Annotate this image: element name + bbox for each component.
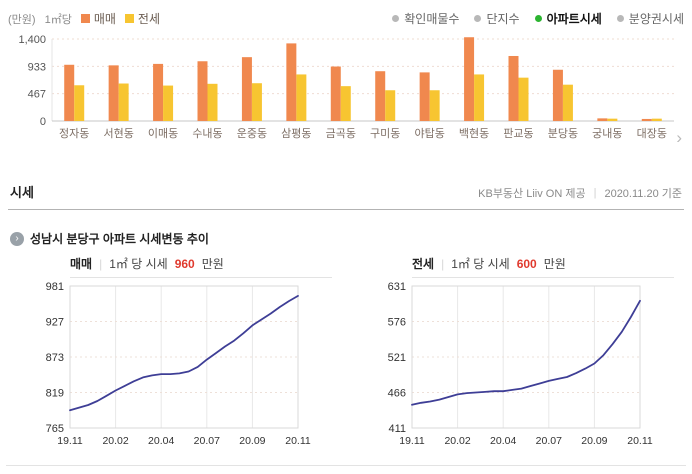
jeonse-line-chart-svg: 19.11 20.02 20.04 20.07 20.09 20.11 631 576 521 4… xyxy=(388,281,653,447)
divider: | xyxy=(593,187,597,199)
maemae-line-chart-svg: 19.11 20.02 20.04 20.07 20.09 20.11 981 927 873 8… xyxy=(46,281,311,447)
svg-text:467: 467 xyxy=(28,89,46,101)
overlay-filter-label: 확인매물수 xyxy=(404,12,460,26)
bar-chart-legend-row: (만원) 1㎡당 매매 전세 확인매물수 단지수 아파트시세 분양권시세 xyxy=(6,6,686,27)
sise-base-date: 2020.11.20 기준 xyxy=(604,188,682,200)
svg-text:631: 631 xyxy=(388,281,406,293)
maemae-card-header: 매매 | 1㎡ 당 시세 960 만원 xyxy=(70,255,332,278)
overlay-filter-label: 아파트시세 xyxy=(546,12,602,26)
svg-text:521: 521 xyxy=(388,352,406,364)
svg-text:구미동: 구미동 xyxy=(370,127,400,140)
svg-text:정자동: 정자동 xyxy=(59,127,89,140)
legend-maemae-label: 매매 xyxy=(93,12,116,26)
svg-text:대장동: 대장동 xyxy=(637,127,667,140)
trend-title-row: › 성남시 분당구 아파트 시세변동 추이 xyxy=(10,230,684,247)
maemae-trend-card: 매매 | 1㎡ 당 시세 960 만원 19.11 20.02 20.04 20.07… xyxy=(30,255,332,455)
maemae-price-label: 1㎡ 당 시세 xyxy=(109,257,168,271)
neighborhood-bar-chart: 1,400 933 467 0 정자동 서현동 이매동 수내동 운중동 삼평동 금곡동 구미동 야탑동 백… xyxy=(6,27,686,146)
svg-text:20.02: 20.02 xyxy=(102,435,128,447)
maemae-price-value: 960 xyxy=(174,256,195,271)
sise-title: 시세 xyxy=(10,185,34,200)
svg-text:20.04: 20.04 xyxy=(148,435,174,447)
filter-dot-icon xyxy=(534,15,542,22)
svg-text:981: 981 xyxy=(46,281,64,293)
overlay-filter-item[interactable]: 아파트시세 xyxy=(534,10,602,27)
maemae-card-name: 매매 xyxy=(70,257,93,271)
sise-section-header: 시세 KB부동산 Liiv ON 제공 | 2020.11.20 기준 xyxy=(8,182,684,210)
svg-text:야탑동: 야탑동 xyxy=(414,127,444,140)
jeonse-price-value: 600 xyxy=(516,256,537,271)
jeonse-trend-card: 전세 | 1㎡ 당 시세 600 만원 19.11 20.02 20.04 20.07… xyxy=(372,255,674,455)
svg-text:19.11: 19.11 xyxy=(57,435,83,447)
maemae-swatch-icon xyxy=(80,14,90,23)
svg-text:이매동: 이매동 xyxy=(148,127,178,140)
overlay-filter-item[interactable]: 확인매물수 xyxy=(392,10,459,27)
svg-text:판교동: 판교동 xyxy=(503,127,533,140)
overlay-filter-label: 단지수 xyxy=(486,12,520,26)
svg-text:분당동: 분당동 xyxy=(548,127,578,140)
overlay-filter-legend: 확인매물수 단지수 아파트시세 분양권시세 xyxy=(392,10,684,27)
overlay-filter-label: 분양권시세 xyxy=(628,12,684,26)
svg-text:수내동: 수내동 xyxy=(192,127,222,140)
svg-text:삼평동: 삼평동 xyxy=(281,127,311,140)
svg-text:20.09: 20.09 xyxy=(581,435,607,447)
bar-unit-label: (만원) xyxy=(8,13,36,26)
svg-text:411: 411 xyxy=(388,423,406,435)
svg-text:819: 819 xyxy=(46,388,64,400)
svg-text:운중동: 운중동 xyxy=(237,127,267,140)
overlay-filter-item[interactable]: 단지수 xyxy=(474,10,520,27)
svg-text:20.04: 20.04 xyxy=(490,435,516,447)
sise-source-info: KB부동산 Liiv ON 제공 | 2020.11.20 기준 xyxy=(478,185,682,201)
svg-text:19.11: 19.11 xyxy=(399,435,425,447)
bar-chart-svg: 1,400 933 467 0 정자동 서현동 이매동 수내동 운중동 삼평동 금곡동 구미동 야탑동 백… xyxy=(18,34,674,140)
svg-text:20.07: 20.07 xyxy=(194,435,220,447)
svg-text:20.02: 20.02 xyxy=(444,435,470,447)
jeonse-card-header: 전세 | 1㎡ 당 시세 600 만원 xyxy=(412,255,674,278)
svg-text:765: 765 xyxy=(46,423,64,435)
bar-chart-legend: (만원) 1㎡당 매매 전세 xyxy=(8,10,160,27)
circle-arrow-icon: › xyxy=(10,231,24,246)
svg-text:백현동: 백현동 xyxy=(459,127,489,140)
legend-item-maemae: 매매 xyxy=(80,10,116,27)
svg-text:서현동: 서현동 xyxy=(103,127,133,140)
maemae-price-unit: 만원 xyxy=(201,257,224,271)
svg-text:20.11: 20.11 xyxy=(627,435,653,447)
svg-text:927: 927 xyxy=(46,317,64,329)
jeonse-card-name: 전세 xyxy=(412,257,435,271)
divider: | xyxy=(441,256,445,271)
bar-per-unit-label: 1㎡당 xyxy=(44,13,72,26)
svg-text:576: 576 xyxy=(388,317,406,329)
svg-text:금곡동: 금곡동 xyxy=(326,128,356,140)
svg-text:20.07: 20.07 xyxy=(536,435,562,447)
filter-dot-icon xyxy=(474,15,482,22)
svg-text:873: 873 xyxy=(46,352,64,364)
svg-text:1,400: 1,400 xyxy=(18,34,46,46)
jeonse-swatch-icon xyxy=(124,14,134,23)
chevron-right-icon[interactable]: › xyxy=(676,128,682,147)
svg-text:466: 466 xyxy=(388,388,406,400)
divider: | xyxy=(99,256,103,271)
trend-title: 성남시 분당구 아파트 시세변동 추이 xyxy=(30,232,209,246)
jeonse-price-label: 1㎡ 당 시세 xyxy=(451,257,510,271)
overlay-filter-item[interactable]: 분양권시세 xyxy=(616,10,684,27)
svg-text:20.11: 20.11 xyxy=(285,435,311,447)
legend-jeonse-label: 전세 xyxy=(137,12,161,26)
trend-charts-row: 매매 | 1㎡ 당 시세 960 만원 19.11 20.02 20.04 20.07… xyxy=(6,255,686,466)
filter-dot-icon xyxy=(392,15,400,22)
svg-text:0: 0 xyxy=(40,116,46,128)
sise-source: KB부동산 Liiv ON 제공 xyxy=(478,188,586,200)
svg-text:20.09: 20.09 xyxy=(239,435,265,447)
filter-dot-icon xyxy=(616,15,624,22)
svg-text:궁내동: 궁내동 xyxy=(592,127,622,140)
svg-text:933: 933 xyxy=(28,61,46,73)
legend-item-jeonse: 전세 xyxy=(124,10,161,27)
jeonse-price-unit: 만원 xyxy=(543,257,566,271)
